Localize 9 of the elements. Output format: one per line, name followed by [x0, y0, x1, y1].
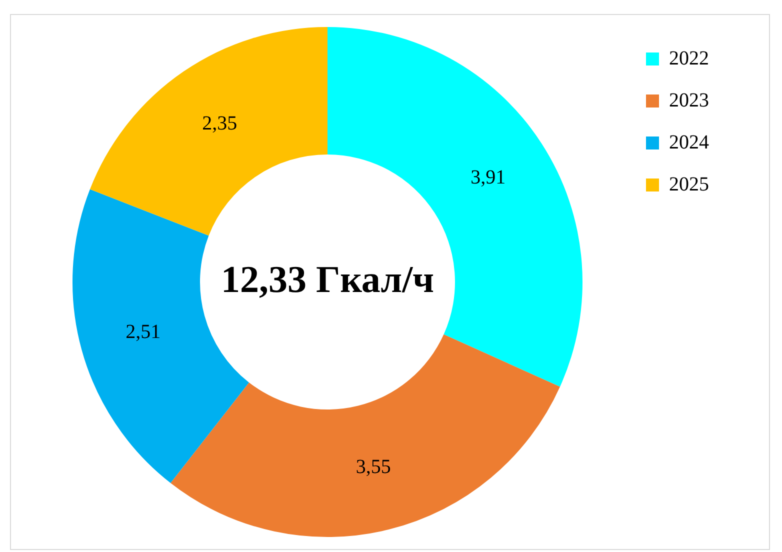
- legend-label: 2024: [669, 131, 709, 154]
- data-label: 3,91: [470, 166, 506, 188]
- data-label: 2,51: [126, 320, 161, 343]
- legend-label: 2025: [669, 173, 709, 196]
- data-label: 3,55: [356, 456, 391, 478]
- data-label: 2,35: [202, 112, 238, 134]
- text: 12,33 Гкал/ч: [220, 258, 434, 301]
- legend-label: 2023: [669, 89, 709, 112]
- legend-label: 2022: [669, 47, 709, 70]
